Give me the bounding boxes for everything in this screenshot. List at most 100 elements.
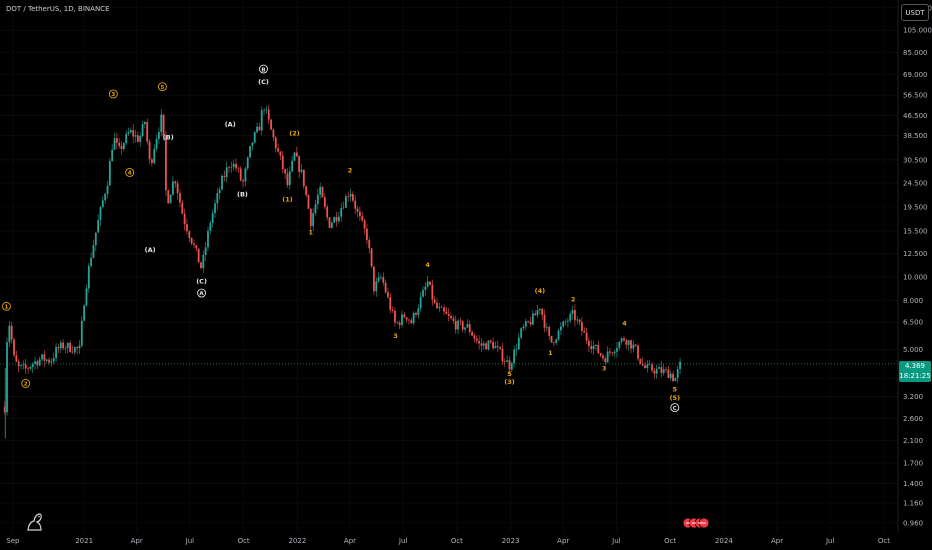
- candle: [620, 336, 623, 345]
- candle: [592, 340, 595, 355]
- svg-text:(A): (A): [225, 120, 236, 128]
- candle: [52, 352, 55, 365]
- candle: [665, 367, 667, 373]
- wave-label: 2: [571, 296, 576, 304]
- candle: [211, 209, 214, 228]
- candle: [134, 129, 137, 143]
- candle: [181, 199, 184, 215]
- y-tick-label: 2.600: [903, 415, 923, 423]
- x-tick-label: Oct: [451, 537, 463, 545]
- candle: [408, 319, 410, 325]
- candle: [263, 107, 265, 115]
- candle: [545, 322, 548, 333]
- candle: [389, 293, 392, 314]
- candle: [57, 343, 60, 353]
- y-tick-label: 24.500: [903, 179, 928, 187]
- candle: [197, 248, 200, 263]
- tradingview-logo-icon[interactable]: [26, 512, 48, 532]
- candle: [223, 170, 226, 182]
- candle: [501, 342, 504, 365]
- economic-events-icon[interactable]: [682, 517, 710, 529]
- wave-label: (4): [535, 287, 545, 295]
- svg-text:(2): (2): [289, 129, 299, 137]
- candle: [92, 239, 95, 259]
- candle: [200, 261, 202, 270]
- candle: [342, 201, 345, 210]
- candle: [20, 364, 22, 370]
- candle: [503, 358, 506, 368]
- chart-title: DOT / TetherUS, 1D, BINANCE: [6, 5, 110, 13]
- candle: [536, 304, 539, 319]
- candle: [265, 106, 268, 114]
- candle: [674, 377, 677, 382]
- candles: [3, 105, 681, 439]
- candle: [454, 315, 457, 334]
- candle: [340, 202, 343, 222]
- candle: [651, 361, 653, 373]
- wave-label: 5: [507, 370, 512, 378]
- svg-text:1: 1: [309, 228, 314, 236]
- candle: [499, 346, 502, 350]
- candle: [496, 340, 499, 352]
- candle: [270, 118, 272, 130]
- candle: [66, 342, 69, 354]
- candle: [281, 150, 284, 174]
- wave-label: A: [197, 288, 207, 298]
- candle: [550, 335, 553, 344]
- candle: [347, 191, 350, 202]
- candle: [221, 173, 223, 191]
- candle: [569, 311, 572, 324]
- candle: [319, 182, 322, 199]
- candle: [595, 344, 597, 351]
- candle: [370, 248, 373, 268]
- candle: [216, 187, 219, 210]
- candle: [644, 361, 646, 369]
- candle: [69, 340, 72, 353]
- candle: [314, 199, 317, 216]
- candle: [230, 161, 233, 173]
- price-axis[interactable]: 130.000105.00085.00069.00056.50046.50038…: [903, 4, 932, 527]
- wave-label: 1: [548, 349, 553, 357]
- candle: [480, 338, 483, 353]
- x-tick-label: Jul: [398, 537, 408, 545]
- y-tick-label: 2.100: [903, 437, 923, 445]
- candle: [115, 132, 118, 150]
- candle: [571, 305, 574, 320]
- candle: [655, 364, 658, 379]
- candle: [48, 357, 50, 366]
- candle: [354, 195, 357, 215]
- wave-label: 2: [21, 378, 31, 388]
- svg-text:5: 5: [161, 85, 165, 91]
- candle: [195, 244, 198, 252]
- candle: [3, 401, 6, 415]
- candle: [531, 310, 534, 326]
- wave-label: (B): [163, 134, 174, 142]
- wave-label: C: [670, 403, 680, 413]
- y-tick-label: 85.000: [903, 49, 928, 57]
- candle: [253, 131, 256, 144]
- y-tick-label: 6.500: [903, 319, 923, 327]
- x-tick-label: Apr: [131, 537, 143, 545]
- candle: [73, 346, 76, 356]
- candle: [602, 353, 604, 361]
- svg-text:A: A: [199, 291, 204, 297]
- candle: [660, 361, 663, 378]
- svg-text:3: 3: [111, 92, 115, 98]
- candle: [225, 161, 228, 183]
- candle: [85, 284, 88, 307]
- candle: [513, 345, 516, 368]
- candle: [305, 185, 308, 198]
- svg-text:(3): (3): [504, 378, 514, 386]
- candle: [87, 263, 90, 293]
- currency-unit-button[interactable]: USDT: [901, 4, 929, 21]
- x-tick-label: Apr: [771, 537, 783, 545]
- y-tick-label: 56.500: [903, 92, 928, 100]
- time-axis[interactable]: Sep 2021 Apr Jul Oct 2022 Apr Jul Oct 2023 Apr Jul O…: [6, 537, 890, 545]
- candle: [62, 338, 64, 351]
- candle: [380, 274, 382, 280]
- x-tick-label: 2022: [288, 537, 306, 545]
- candle: [548, 325, 551, 341]
- candle: [426, 275, 429, 289]
- candle: [559, 321, 562, 335]
